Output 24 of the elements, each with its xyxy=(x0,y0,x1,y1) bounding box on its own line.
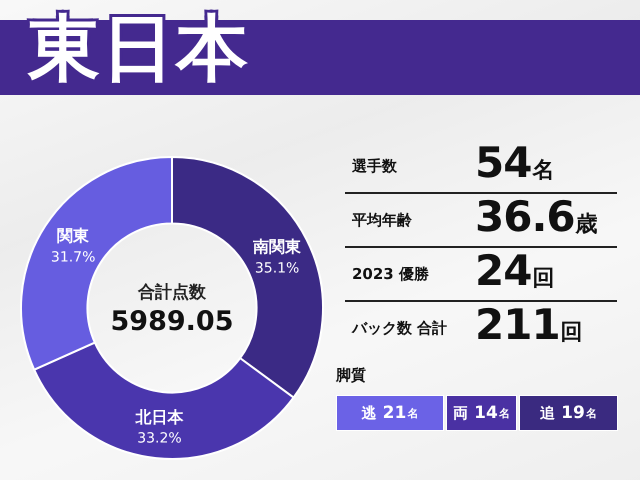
category-label: 逃 xyxy=(362,404,377,422)
slice-label: 関東 xyxy=(57,226,90,246)
category-label: 2023 優勝 xyxy=(352,265,429,284)
text: 脚質 xyxy=(336,366,367,384)
category-label: 両 xyxy=(453,404,468,422)
data-label: 35.1% xyxy=(254,260,300,276)
category-label: 追 xyxy=(540,404,556,422)
data-label: 19名 xyxy=(561,403,597,423)
text: 5989.05 xyxy=(110,306,234,338)
slice-label: 北日本 xyxy=(134,407,184,426)
data-label: 14名 xyxy=(474,403,510,423)
category-label: 選手数 xyxy=(352,157,397,176)
chart-title: 東日本 xyxy=(28,6,250,90)
slice-label: 南関東 xyxy=(252,237,302,256)
category-label: バック数 合計 xyxy=(352,319,448,338)
data-label: 211回 xyxy=(475,300,583,349)
data-label: 36.6歳 xyxy=(475,192,598,241)
data-label: 24回 xyxy=(475,246,554,295)
category-label: 平均年齢 xyxy=(352,211,412,230)
data-label: 33.2% xyxy=(137,430,182,447)
data-label: 31.7% xyxy=(50,250,96,266)
data-label: 21名 xyxy=(382,403,418,423)
data-label: 54名 xyxy=(475,138,554,187)
text: 合計点数 xyxy=(137,282,207,302)
